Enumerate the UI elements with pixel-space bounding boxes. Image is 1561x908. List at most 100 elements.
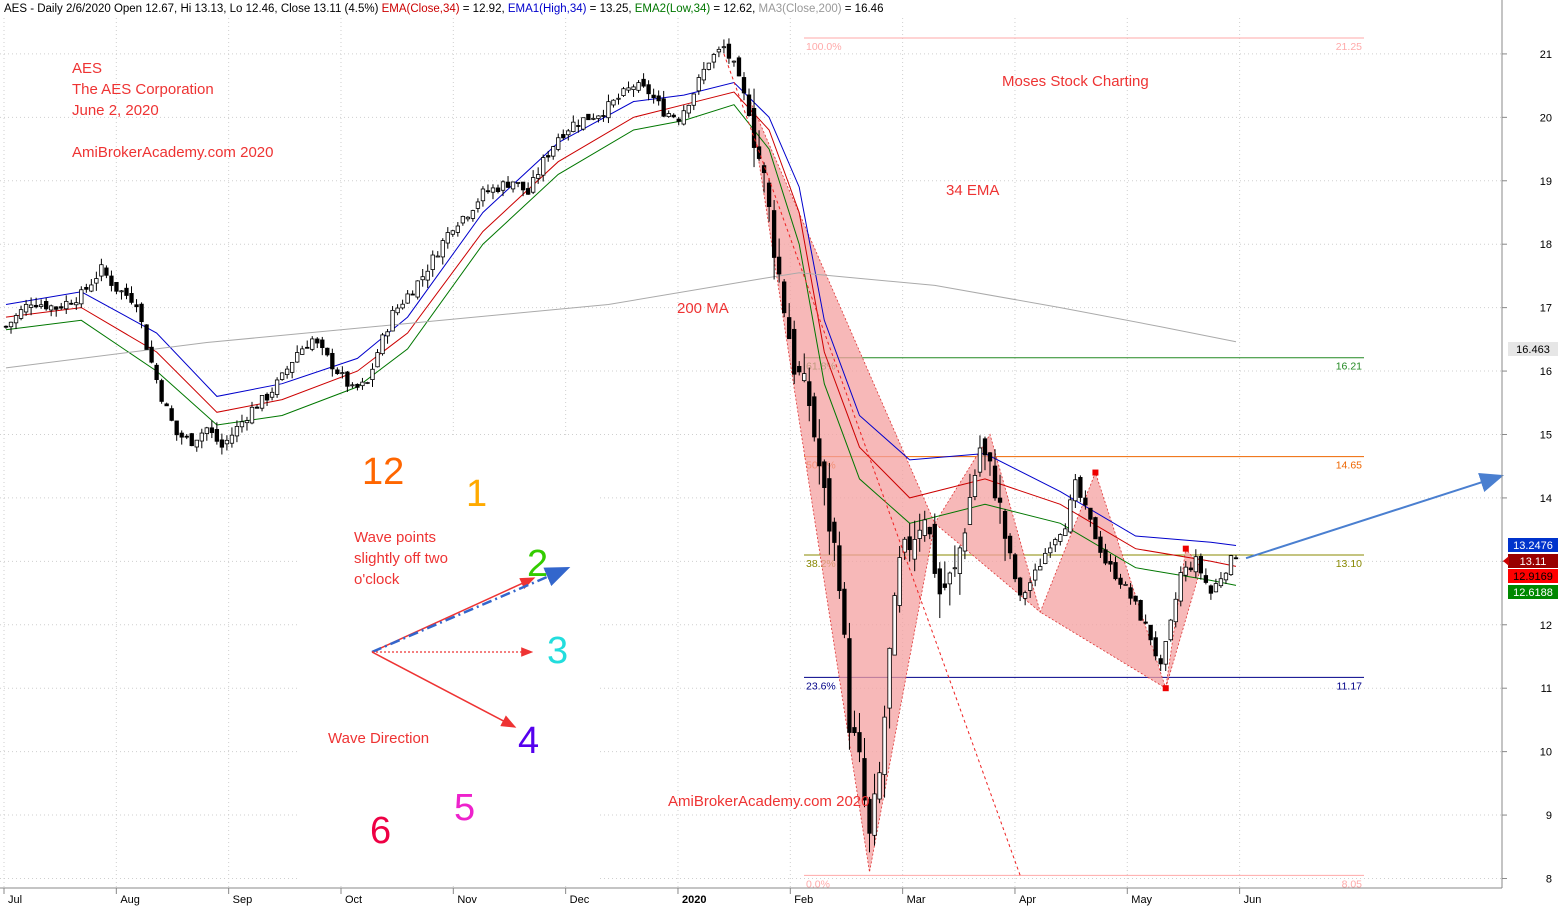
candle-body-59 (300, 348, 305, 355)
fib-pct-5: 0.0% (806, 878, 830, 890)
candle-body-64 (325, 347, 330, 356)
fib-price-1: 16.21 (1336, 361, 1362, 373)
candle-body-63 (320, 339, 325, 349)
candle-body-8 (44, 301, 49, 310)
candle-body-139 (701, 68, 706, 81)
candle-body-234 (1178, 572, 1183, 602)
site-label-bottom: AmiBrokerAcademy.com 2020 (668, 793, 869, 810)
candle-body-60 (305, 346, 310, 349)
candle-body-167 (842, 588, 847, 635)
candle-body-75 (380, 334, 385, 355)
fib-price-2: 14.65 (1336, 460, 1362, 472)
y-tick-label-9: 9 (1546, 810, 1552, 822)
candle-body-103 (520, 181, 526, 191)
y-tick-label-14: 14 (1540, 493, 1552, 505)
candle-body-37 (189, 433, 194, 447)
candle-body-26 (134, 304, 139, 308)
candle-body-46 (234, 426, 240, 437)
x-tick-label-8: Mar (907, 894, 926, 906)
candle-body-200 (1007, 535, 1013, 554)
candle-body-80 (405, 293, 410, 304)
candle-body-0 (3, 325, 9, 328)
candle-body-198 (997, 497, 1003, 503)
candle-body-112 (566, 130, 571, 136)
candle-body-224 (1128, 587, 1133, 599)
candle-body-176 (887, 647, 892, 709)
company-label: The AES Corporation (72, 81, 214, 98)
candle-body-71 (360, 381, 365, 387)
trend-line (723, 53, 1021, 876)
candle-body-57 (290, 362, 295, 373)
candle-body-113 (571, 121, 576, 132)
candle-body-18 (94, 278, 99, 284)
candle-body-20 (104, 267, 109, 276)
price-badge-0: 16.463 (1516, 344, 1550, 356)
candle-body-92 (465, 216, 471, 220)
candle-body-33 (169, 408, 174, 421)
price-badges: 16.463 13.2476 13.11 12.9169 12.6188 (1503, 342, 1558, 599)
x-tick-label-5: Dec (570, 894, 590, 906)
candle-body-128 (646, 84, 651, 95)
candle-body-232 (1168, 619, 1173, 641)
candle-body-175 (882, 716, 887, 776)
candle-body-53 (269, 391, 275, 398)
candle-body-164 (827, 478, 832, 532)
candle-body-146 (736, 57, 742, 77)
candle-body-132 (666, 113, 671, 118)
candle-body-49 (249, 406, 255, 424)
candle-body-170 (857, 732, 862, 753)
candle-body-89 (450, 230, 455, 235)
candle-body-74 (375, 352, 380, 368)
candle-body-45 (229, 434, 235, 444)
candle-body-237 (1193, 556, 1198, 573)
candle-body-116 (586, 113, 591, 121)
candle-body-65 (330, 352, 335, 370)
y-tick-label-10: 10 (1540, 747, 1552, 759)
candle-body-77 (390, 309, 395, 332)
candle-body-173 (872, 793, 877, 836)
overlay-ema_low_34 (5, 104, 1237, 586)
candle-body-25 (129, 293, 134, 303)
candle-body-40 (204, 427, 209, 434)
candle-body-76 (385, 331, 390, 337)
candle-body-10 (54, 306, 59, 310)
clock-6: 6 (370, 810, 391, 852)
pattern-marker-1 (1162, 685, 1169, 692)
candle-body-48 (244, 420, 250, 424)
candle-body-178 (897, 557, 902, 606)
candle-body-244 (1228, 555, 1234, 576)
candle-body-69 (350, 384, 355, 387)
candle-body-7 (38, 304, 44, 307)
candle-body-78 (395, 307, 400, 314)
fib-pct-4: 23.6% (806, 680, 836, 692)
candle-body-172 (867, 798, 872, 834)
candle-body-108 (546, 155, 551, 158)
x-tick-label-10: May (1131, 894, 1152, 906)
candle-body-39 (199, 432, 204, 442)
y-tick-label-8: 8 (1546, 873, 1552, 885)
candle-body-154 (776, 256, 782, 275)
candle-body-153 (771, 210, 777, 258)
candle-body-83 (420, 276, 425, 281)
candle-body-184 (927, 526, 932, 535)
candle-body-209 (1053, 539, 1058, 546)
arrow-wave-direction (371, 566, 571, 654)
candle-body-199 (1002, 511, 1008, 539)
candle-body-38 (194, 439, 199, 448)
candle-body-84 (425, 270, 430, 281)
candle-body-165 (832, 521, 837, 543)
candle-body-171 (862, 758, 867, 801)
fib-price-5: 8.05 (1342, 878, 1363, 890)
y-tick-label-17: 17 (1540, 303, 1552, 315)
candle-body-163 (822, 461, 827, 488)
candle-body-121 (611, 99, 616, 106)
candle-body-162 (817, 438, 822, 467)
candle-body-138 (696, 77, 701, 92)
candle-body-213 (1073, 479, 1078, 502)
clock-5: 5 (454, 787, 475, 829)
candle-body-190 (957, 547, 963, 574)
candle-body-220 (1108, 561, 1113, 565)
candle-body-183 (922, 519, 927, 536)
arrow-to-4 (371, 651, 517, 728)
candle-body-1 (8, 321, 14, 328)
